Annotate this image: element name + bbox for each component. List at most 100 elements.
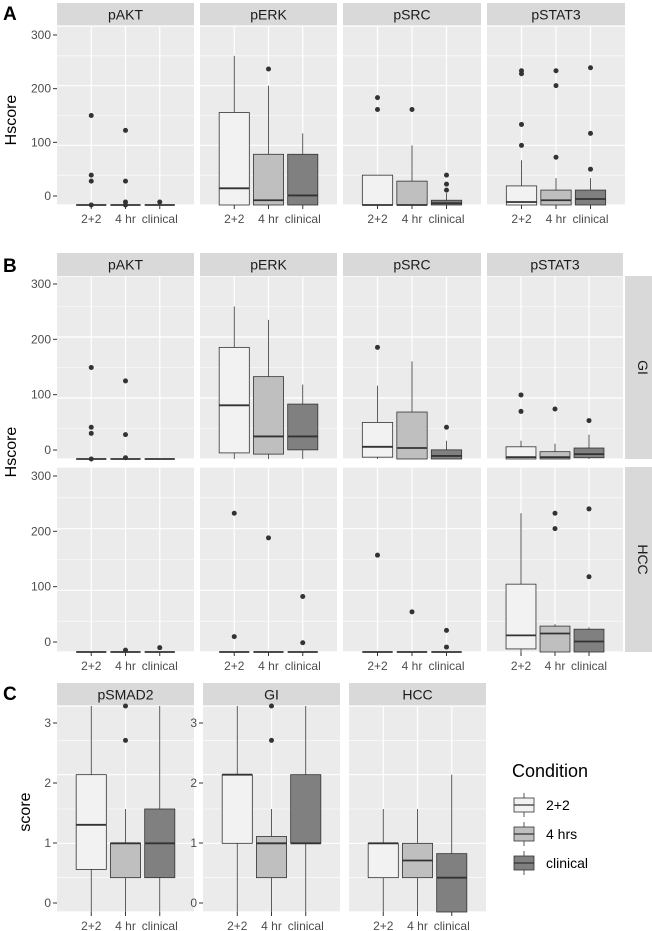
outlier-point bbox=[266, 535, 271, 541]
outlier-point bbox=[157, 645, 163, 651]
box-2+2 bbox=[218, 346, 250, 454]
facet-strip-label: pERK bbox=[250, 7, 287, 23]
outlier-point bbox=[409, 609, 415, 615]
legend-title: Condition bbox=[512, 761, 588, 781]
y-tick-label: 100 bbox=[31, 580, 51, 594]
x-tick-label: clinical bbox=[428, 212, 464, 226]
facet-strip bbox=[487, 253, 623, 276]
legend-entry-label: clinical bbox=[546, 855, 588, 871]
chart-a: pAKT 2+2 4 hr clinical pERK 2+2 4 hr clinical pS… bbox=[3, 3, 625, 226]
y-tick-label: 300 bbox=[31, 469, 51, 483]
x-tick-label: clinical bbox=[434, 919, 470, 931]
outlier-point bbox=[123, 178, 128, 184]
outlier-point bbox=[123, 703, 128, 709]
outlier-point bbox=[269, 703, 274, 709]
facet-strip bbox=[200, 3, 337, 26]
y-axis-label: Hscore bbox=[3, 95, 20, 146]
box-4 hr bbox=[110, 842, 141, 879]
legend-entry-label: 2+2 bbox=[546, 797, 570, 813]
facet-strip bbox=[57, 3, 194, 26]
outlier-point bbox=[588, 130, 593, 136]
panel-letter-b: B bbox=[3, 256, 17, 277]
facet-strip-label: pSTAT3 bbox=[531, 7, 580, 23]
facet-strip bbox=[57, 253, 194, 276]
box-clinical bbox=[574, 189, 607, 206]
outlier-point bbox=[88, 178, 94, 184]
outlier-point bbox=[123, 737, 128, 743]
x-tick-label: 4 hr bbox=[258, 659, 279, 673]
outlier-point bbox=[231, 510, 237, 516]
x-tick-label: 4 hr bbox=[402, 212, 423, 226]
box-clinical bbox=[436, 853, 468, 913]
box-2+2 bbox=[505, 583, 537, 650]
facet-strip bbox=[487, 3, 625, 26]
row-strip-label: HCC bbox=[635, 544, 651, 574]
x-tick-label: 2+2 bbox=[224, 212, 245, 226]
x-tick-label: 2+2 bbox=[81, 212, 102, 226]
outlier-point bbox=[552, 526, 558, 532]
outlier-point bbox=[375, 107, 380, 113]
outlier-point bbox=[552, 406, 558, 412]
box-2+2 bbox=[361, 174, 394, 206]
box-2+2 bbox=[367, 842, 399, 879]
outlier-point bbox=[518, 392, 524, 398]
outlier-point bbox=[444, 187, 449, 193]
outlier-point bbox=[444, 644, 449, 650]
chart-b: pAKT pERK pSRC pSTAT3 2+2 4 hr clinical 2+2 4 hr… bbox=[3, 253, 652, 673]
x-tick-label: clinical bbox=[572, 212, 608, 226]
box-4 hr bbox=[539, 451, 571, 460]
facet-strip bbox=[349, 683, 486, 706]
outlier-point bbox=[123, 127, 128, 133]
outlier-point bbox=[519, 142, 524, 148]
outlier-point bbox=[375, 552, 380, 558]
x-tick-label: clinical bbox=[142, 659, 178, 673]
facet-strip-label: pSRC bbox=[393, 7, 430, 23]
outlier-point bbox=[444, 424, 449, 430]
row-strip bbox=[625, 276, 652, 459]
outlier-point bbox=[519, 71, 524, 77]
facet-strip bbox=[343, 3, 481, 26]
outlier-point bbox=[409, 107, 415, 113]
x-tick-label: 2+2 bbox=[511, 659, 532, 673]
y-tick-label: 0 bbox=[44, 443, 51, 457]
y-tick-label: 200 bbox=[31, 524, 51, 538]
legend-entry-label: 4 hrs bbox=[546, 826, 577, 842]
facet-strip-label: pSRC bbox=[393, 257, 430, 273]
y-tick-label: 200 bbox=[31, 82, 51, 96]
box-2+2 bbox=[221, 774, 253, 844]
x-tick-label: 4 hr bbox=[407, 919, 428, 931]
y-tick-label: 3 bbox=[44, 716, 51, 730]
outlier-point bbox=[88, 456, 94, 462]
box-4 hr bbox=[253, 376, 284, 455]
outlier-point bbox=[553, 83, 559, 89]
facet-strip-label: pAKT bbox=[108, 7, 143, 23]
x-tick-label: 4 hr bbox=[115, 659, 136, 673]
y-tick-label: 1 bbox=[44, 836, 51, 850]
outlier-point bbox=[88, 424, 94, 430]
y-tick-label: 100 bbox=[31, 135, 51, 149]
y-tick-label: 0 bbox=[190, 896, 197, 910]
box-4 hr bbox=[540, 189, 572, 206]
x-tick-label: 4 hr bbox=[258, 212, 279, 226]
legend: Condition 2+2 4 hrs clinical bbox=[512, 761, 588, 875]
outlier-point bbox=[123, 432, 128, 438]
y-tick-label: 1 bbox=[190, 836, 197, 850]
x-tick-label: clinical bbox=[142, 919, 178, 931]
box-4 hr bbox=[253, 153, 284, 206]
y-tick-label: 3 bbox=[190, 716, 197, 730]
outlier-point bbox=[519, 121, 524, 127]
outlier-point bbox=[588, 166, 593, 172]
box-4 hr bbox=[396, 180, 428, 206]
panel-letter-c: C bbox=[3, 684, 17, 705]
box-2+2 bbox=[361, 421, 394, 458]
outlier-point bbox=[518, 408, 524, 414]
outlier-point bbox=[586, 418, 592, 424]
facet-strip-label: pSMAD2 bbox=[97, 687, 153, 703]
facet-strip-label: HCC bbox=[402, 687, 432, 703]
chart-c: pSMAD2 2+2 4 hr clinical GI 2+2 4 hr clinical HC… bbox=[17, 683, 486, 931]
box-2+2 bbox=[75, 774, 107, 870]
x-tick-label: 4 hr bbox=[115, 212, 136, 226]
y-tick-label: 2 bbox=[44, 776, 51, 790]
x-tick-label: clinical bbox=[288, 919, 324, 931]
